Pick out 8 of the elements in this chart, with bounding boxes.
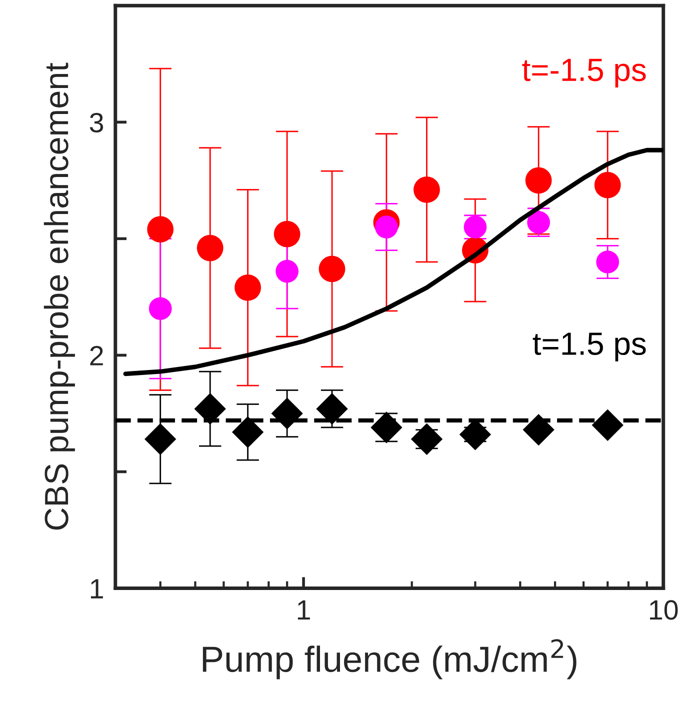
text: t=-1.5 ps	[522, 58, 646, 88]
series-label: t=1.5 ps	[532, 332, 646, 362]
y-tick-label: 1	[90, 579, 103, 598]
x-tick-label: 10	[650, 600, 678, 620]
x-axis-title: Pump fluence (mJ/cm$^{2}$)	[202, 639, 576, 680]
y-axis-title: CBS pump-probe enhancement	[44, 62, 75, 530]
y-tick-label: 2	[90, 346, 103, 366]
y-tick-label: 3	[90, 112, 104, 132]
